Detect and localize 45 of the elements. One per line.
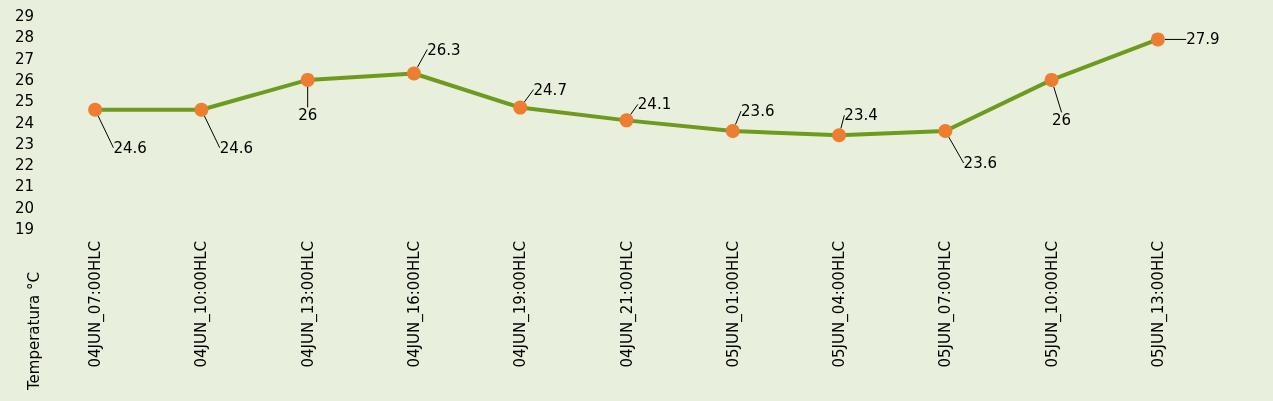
x-tick-label: 04JUN_10:00HLC [192,241,212,368]
y-tick-label: 21 [14,177,34,196]
point [832,128,847,143]
data-label: 24.1 [637,95,672,114]
data-label: 24.6 [219,138,254,157]
data-label: 26 [1052,110,1072,129]
point [619,113,634,128]
x-tick-label: 05JUN_10:00HLC [1042,241,1062,368]
y-tick-label: 28 [14,28,34,47]
x-tick-label: 04JUN_07:00HLC [86,241,106,368]
point [194,102,209,117]
y-tick-label: 22 [14,156,34,175]
y-tick-label: 27 [14,49,34,68]
x-tick-label: 04JUN_19:00HLC [511,241,531,368]
x-tick-label: 04JUN_13:00HLC [298,241,318,368]
point [88,102,103,117]
data-label: 23.6 [741,102,775,121]
data-label: 24.6 [113,138,147,157]
y-tick-label: 19 [14,220,34,238]
point [1044,72,1059,87]
x-tick-label: 04JUN_16:00HLC [404,241,424,368]
y-tick-label: 24 [14,113,34,132]
x-tick-label: 05JUN_01:00HLC [723,241,743,368]
y-axis-title: Temperatura °C [25,271,43,391]
x-tick-label: 04JUN_21:00HLC [617,241,637,368]
y-tick-label: 20 [14,198,34,217]
point [300,72,315,87]
y-tick-label: 29 [14,7,34,25]
point [406,66,421,81]
y-tick-label: 25 [14,92,34,111]
data-label: 24.7 [533,80,567,99]
x-tick-label: 05JUN_04:00HLC [830,241,850,368]
point [725,124,740,139]
y-tick-label: 23 [14,134,34,153]
point [513,100,528,115]
data-label: 27.9 [1186,30,1220,49]
x-tick-label: 05JUN_13:00HLC [1148,241,1168,368]
point [1150,32,1165,47]
data-label: 26.3 [427,40,461,59]
data-label: 23.4 [844,106,878,125]
point [938,124,953,139]
x-tick-label: 05JUN_07:00HLC [936,241,956,368]
data-label: 23.6 [963,154,998,173]
data-label: 26 [298,105,318,124]
y-tick-label: 26 [14,70,34,89]
